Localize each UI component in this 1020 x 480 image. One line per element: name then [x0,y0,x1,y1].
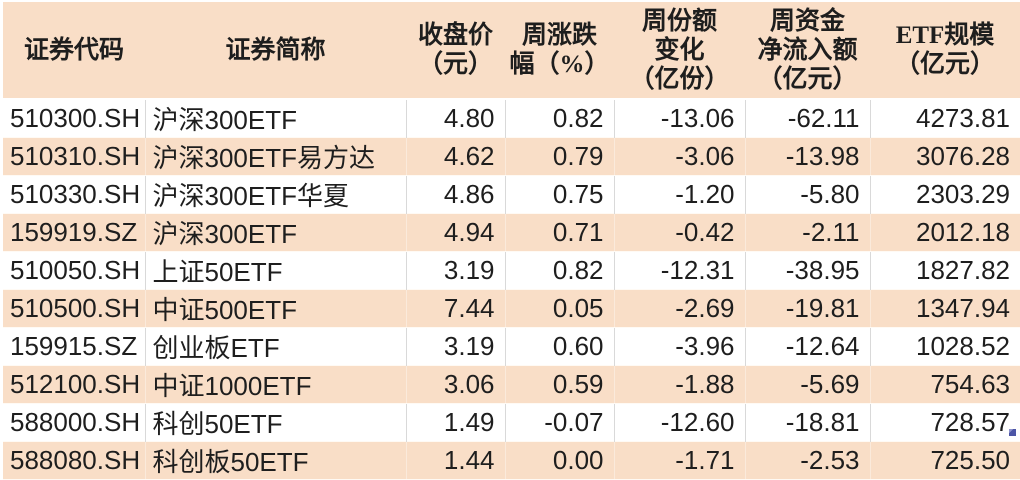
cell-security-name: 科创50ETF [145,403,407,442]
cell-weekly-net-inflow: -2.11 [745,213,871,252]
table-row: 510300.SH 沪深300ETF 4.80 0.82 -13.06 -62.11 427… [3,99,1020,138]
cell-weekly-net-inflow: -2.53 [745,441,871,480]
col-header-security-code: 证券代码 [3,2,145,100]
cell-weekly-share-change: -13.06 [614,99,746,138]
cell-security-name: 中证1000ETF [145,365,407,404]
cell-close-price: 3.19 [406,251,506,290]
etf-weekly-table: 证券代码 证券简称 收盘价 （元） 周涨跌 幅（%） 周份额 变化 （亿份） 周… [3,2,1020,480]
cell-weekly-net-inflow: -12.64 [745,327,871,366]
table-row: 159919.SZ 沪深300ETF 4.94 0.71 -0.42 -2.11 2012.… [3,213,1020,252]
table-row: 588000.SH 科创50ETF 1.49 -0.07 -12.60 -18.81 728… [3,403,1020,442]
cell-etf-scale: 1347.94 [870,289,1020,328]
cell-etf-scale: 4273.81 [916,103,1010,133]
table-body: 510300.SH 沪深300ETF 4.80 0.82 -13.06 -62.11 427… [3,99,1020,480]
cell-weekly-change-pct: 0.60 [505,327,615,366]
cell-security-code: 512100.SH [3,365,146,404]
cell-close-price: 7.44 [406,289,506,328]
cell-etf-scale: 1827.82 [916,255,1010,285]
cell-close-price: 3.19 [406,327,506,366]
cell-security-code: 510330.SH [3,175,146,214]
cell-weekly-change-pct: 0.75 [505,175,615,214]
cell-weekly-share-change: -3.96 [614,327,746,366]
cell-security-name: 沪深300ETF [145,213,407,252]
cell-close-price: 4.62 [406,137,506,176]
cell-security-name: 沪深300ETF易方达 [145,137,407,176]
cell-weekly-share-change: -3.06 [614,137,746,176]
cell-weekly-change-pct: 0.00 [505,441,615,480]
cell-security-code: 510300.SH [3,99,146,138]
cell-etf-scale: 728.57 [930,407,1010,437]
cell-weekly-net-inflow: -13.98 [745,137,871,176]
cell-weekly-share-change: -12.31 [614,251,746,290]
header-row: 证券代码 证券简称 收盘价 （元） 周涨跌 幅（%） 周份额 变化 （亿份） 周… [3,2,1020,100]
table-row: 510330.SH 沪深300ETF华夏 4.86 0.75 -1.20 -5.80 230… [3,175,1020,214]
table-row: 512100.SH 中证1000ETF 3.06 0.59 -1.88 -5.69 754.… [3,365,1020,404]
blue-corner-marker [1009,429,1016,436]
cell-weekly-net-inflow: -19.81 [745,289,871,328]
cell-weekly-change-pct: 0.82 [505,251,615,290]
cell-etf-scale: 2012.18 [870,213,1020,252]
table-row: 588080.SH 科创板50ETF 1.44 0.00 -1.71 -2.53 725.5… [3,441,1020,480]
cell-etf-scale: 725.50 [870,441,1020,480]
table-header: 证券代码 证券简称 收盘价 （元） 周涨跌 幅（%） 周份额 变化 （亿份） 周… [3,2,1020,100]
cell-weekly-share-change: -1.71 [614,441,746,480]
col-header-security-name: 证券简称 [145,2,406,100]
col-header-etf-scale: ETF规模 （亿元） [870,2,1020,100]
cell-weekly-net-inflow: -5.80 [745,175,871,214]
table-row: 159915.SZ 创业板ETF 3.19 0.60 -3.96 -12.64 1028.5… [3,327,1020,366]
cell-weekly-share-change: -1.20 [614,175,746,214]
col-header-weekly-share-change: 周份额 变化 （亿份） [614,2,745,100]
cell-weekly-net-inflow: -62.11 [745,99,871,138]
cell-weekly-share-change: -12.60 [614,403,746,442]
cell-security-code: 510500.SH [3,289,146,328]
cell-close-price: 3.06 [406,365,506,404]
cell-weekly-change-pct: -0.07 [505,403,615,442]
cell-weekly-change-pct: 0.79 [505,137,615,176]
cell-weekly-net-inflow: -38.95 [745,251,871,290]
cell-close-price: 4.80 [406,99,506,138]
cell-security-name: 上证50ETF [145,251,407,290]
cell-etf-scale: 754.63 [870,365,1020,404]
cell-security-name: 创业板ETF [145,327,407,366]
cell-weekly-change-pct: 0.82 [505,99,615,138]
cell-close-price: 1.49 [406,403,506,442]
cell-etf-scale: 2303.29 [916,179,1010,209]
cell-security-name: 科创板50ETF [145,441,407,480]
cell-etf-scale: 1028.52 [916,331,1010,361]
cell-security-code: 510050.SH [3,251,146,290]
table-row: 510500.SH 中证500ETF 7.44 0.05 -2.69 -19.81 1347… [3,289,1020,328]
cell-weekly-net-inflow: -5.69 [745,365,871,404]
col-header-weekly-change-pct: 周涨跌 幅（%） [505,2,614,100]
cell-weekly-change-pct: 0.71 [505,213,615,252]
cell-weekly-change-pct: 0.05 [505,289,615,328]
cell-security-code: 588000.SH [3,403,146,442]
cell-weekly-share-change: -1.88 [614,365,746,404]
cell-security-code: 588080.SH [3,441,146,480]
cell-security-name: 沪深300ETF [145,99,407,138]
cell-close-price: 1.44 [406,441,506,480]
cell-security-code: 159919.SZ [3,213,146,252]
cell-weekly-net-inflow: -18.81 [745,403,871,442]
table-row: 510310.SH 沪深300ETF易方达 4.62 0.79 -3.06 -13.98 3… [3,137,1020,176]
cell-security-code: 510310.SH [3,137,146,176]
col-header-weekly-net-inflow: 周资金 净流入额 （亿元） [745,2,870,100]
cell-security-code: 159915.SZ [3,327,146,366]
cell-security-name: 沪深300ETF华夏 [145,175,407,214]
cell-weekly-share-change: -2.69 [614,289,746,328]
cell-weekly-share-change: -0.42 [614,213,746,252]
cell-security-name: 中证500ETF [145,289,407,328]
cell-close-price: 4.94 [406,213,506,252]
cell-close-price: 4.86 [406,175,506,214]
cell-weekly-change-pct: 0.59 [505,365,615,404]
col-header-close-price: 收盘价 （元） [406,2,505,100]
cell-etf-scale: 3076.28 [870,137,1020,176]
table-row: 510050.SH 上证50ETF 3.19 0.82 -12.31 -38.95 1827… [3,251,1020,290]
